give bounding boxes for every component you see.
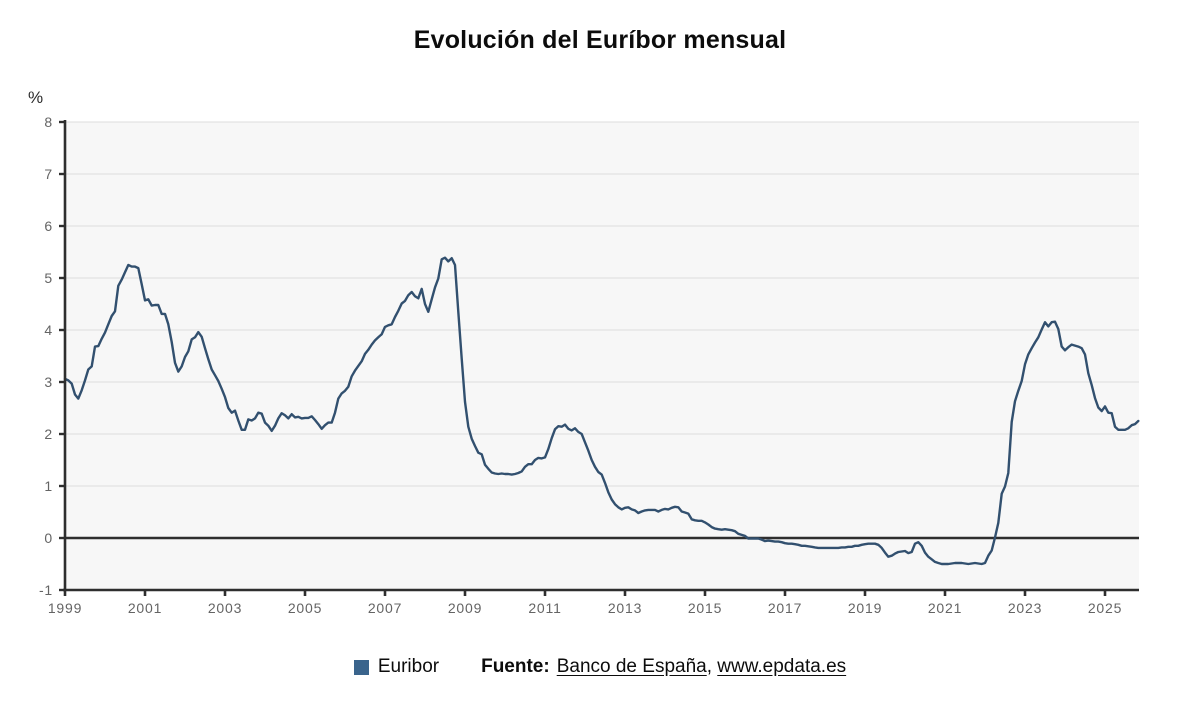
source-link-banco-de-espana[interactable]: Banco de España (556, 656, 707, 677)
source-separator: , (706, 656, 718, 677)
svg-text:2007: 2007 (368, 600, 402, 616)
svg-text:6: 6 (44, 218, 53, 234)
svg-text:2019: 2019 (848, 600, 882, 616)
chart-footer: Euribor Fuente: Banco de España, www.epda… (0, 656, 1200, 678)
source-line: Fuente: Banco de España, www.epdata.es (481, 656, 846, 678)
y-axis-unit-label: % (28, 88, 44, 107)
svg-text:2009: 2009 (448, 600, 482, 616)
source-label: Fuente: (481, 656, 550, 677)
svg-text:8: 8 (44, 114, 53, 130)
svg-text:7: 7 (44, 166, 53, 182)
svg-text:2015: 2015 (688, 600, 722, 616)
legend-color-swatch (353, 659, 369, 675)
svg-text:2017: 2017 (768, 600, 802, 616)
svg-text:1: 1 (44, 478, 53, 494)
legend-item-euribor: Euribor (353, 656, 440, 678)
svg-text:4: 4 (44, 322, 53, 338)
svg-text:2025: 2025 (1088, 600, 1122, 616)
svg-text:2021: 2021 (928, 600, 962, 616)
svg-text:2023: 2023 (1008, 600, 1042, 616)
svg-text:2013: 2013 (608, 600, 642, 616)
svg-text:1999: 1999 (48, 600, 82, 616)
source-link-epdata[interactable]: www.epdata.es (717, 656, 847, 677)
svg-text:2011: 2011 (528, 600, 561, 616)
svg-text:5: 5 (44, 270, 53, 286)
legend-label: Euribor (377, 656, 440, 677)
svg-text:2005: 2005 (288, 600, 322, 616)
svg-text:0: 0 (44, 530, 53, 546)
svg-text:2001: 2001 (128, 600, 162, 616)
svg-text:3: 3 (44, 374, 53, 390)
svg-text:2003: 2003 (208, 600, 242, 616)
svg-text:-1: -1 (39, 582, 53, 598)
chart-title: Evolución del Euríbor mensual (413, 26, 787, 54)
svg-text:2: 2 (44, 426, 53, 442)
